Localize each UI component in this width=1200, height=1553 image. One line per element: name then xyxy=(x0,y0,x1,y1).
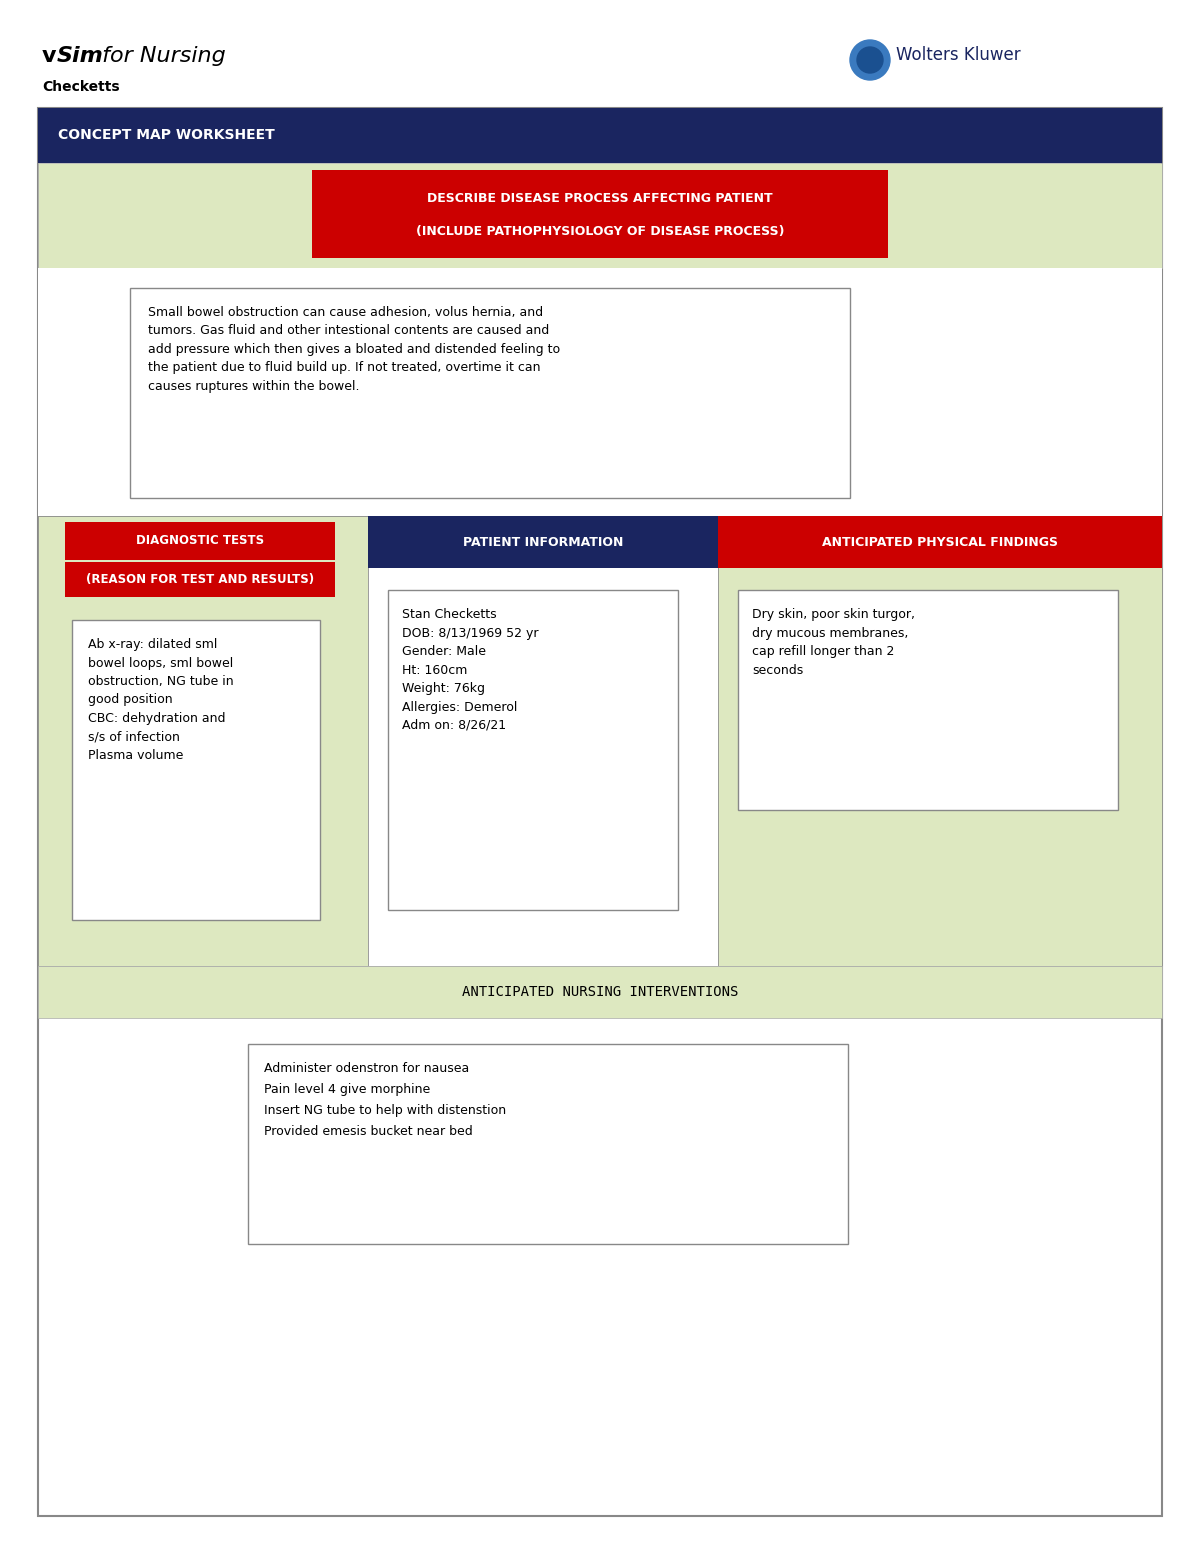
Bar xyxy=(38,966,1162,1019)
Bar xyxy=(388,590,678,910)
Bar xyxy=(718,516,1162,568)
Text: Administer odenstron for nausea
Pain level 4 give morphine
Insert NG tube to hel: Administer odenstron for nausea Pain lev… xyxy=(264,1062,506,1138)
Bar xyxy=(72,620,320,919)
Text: ANTICIPATED NURSING INTERVENTIONS: ANTICIPATED NURSING INTERVENTIONS xyxy=(462,985,738,999)
Bar xyxy=(738,590,1118,811)
Text: Sim: Sim xyxy=(58,47,103,65)
Text: Small bowel obstruction can cause adhesion, volus hernia, and
tumors. Gas fluid : Small bowel obstruction can cause adhesi… xyxy=(148,306,560,393)
Bar xyxy=(312,169,888,258)
Text: v: v xyxy=(42,47,56,65)
Circle shape xyxy=(857,47,883,73)
Text: DESCRIBE DISEASE PROCESS AFFECTING PATIENT: DESCRIBE DISEASE PROCESS AFFECTING PATIE… xyxy=(427,191,773,205)
Bar xyxy=(368,516,718,966)
Text: PATIENT INFORMATION: PATIENT INFORMATION xyxy=(463,536,623,548)
Text: Stan Checketts
DOB: 8/13/1969 52 yr
Gender: Male
Ht: 160cm
Weight: 76kg
Allergie: Stan Checketts DOB: 8/13/1969 52 yr Gend… xyxy=(402,609,539,731)
Bar xyxy=(38,269,1162,516)
Bar xyxy=(248,1044,848,1244)
Text: for Nursing: for Nursing xyxy=(95,47,226,65)
Text: Ab x-ray: dilated sml
bowel loops, sml bowel
obstruction, NG tube in
good positi: Ab x-ray: dilated sml bowel loops, sml b… xyxy=(88,638,234,763)
Bar xyxy=(38,109,1162,163)
Text: Checketts: Checketts xyxy=(42,81,120,95)
Text: (REASON FOR TEST AND RESULTS): (REASON FOR TEST AND RESULTS) xyxy=(86,573,314,587)
Text: (INCLUDE PATHOPHYSIOLOGY OF DISEASE PROCESS): (INCLUDE PATHOPHYSIOLOGY OF DISEASE PROC… xyxy=(415,225,785,239)
Text: ANTICIPATED PHYSICAL FINDINGS: ANTICIPATED PHYSICAL FINDINGS xyxy=(822,536,1058,548)
Bar xyxy=(130,287,850,499)
Text: DIAGNOSTIC TESTS: DIAGNOSTIC TESTS xyxy=(136,534,264,548)
Text: CONCEPT MAP WORKSHEET: CONCEPT MAP WORKSHEET xyxy=(58,127,275,141)
Bar xyxy=(38,163,1162,269)
Circle shape xyxy=(850,40,890,81)
Text: Wolters Kluwer: Wolters Kluwer xyxy=(896,47,1021,64)
Text: Dry skin, poor skin turgor,
dry mucous membranes,
cap refill longer than 2
secon: Dry skin, poor skin turgor, dry mucous m… xyxy=(752,609,916,677)
Bar xyxy=(65,522,335,561)
Bar xyxy=(368,516,718,568)
Bar xyxy=(38,516,368,966)
Bar xyxy=(718,516,1162,966)
Bar xyxy=(65,562,335,596)
